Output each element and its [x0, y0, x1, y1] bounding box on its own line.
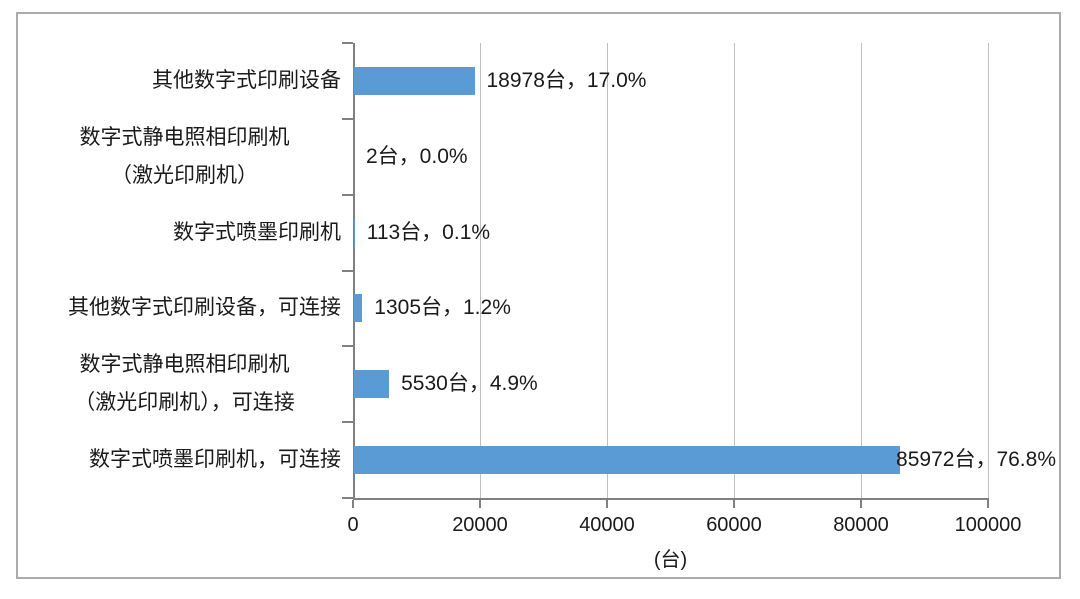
x-tick-label: 100000 — [954, 514, 1022, 536]
bar — [354, 446, 900, 475]
category-label: 其他数字式印刷设备 — [152, 68, 341, 92]
x-tick-label: 60000 — [706, 514, 762, 536]
y-axis-tick — [342, 118, 353, 120]
x-tick-label: 80000 — [833, 514, 889, 536]
category-label: 数字式静电照相印刷机 （激光印刷机），可连接 — [74, 353, 295, 415]
category-label: 数字式喷墨印刷机，可连接 — [89, 448, 341, 472]
data-label: 2台，0.0% — [366, 144, 468, 168]
data-label: 5530台，4.9% — [401, 372, 538, 396]
bar — [354, 370, 390, 399]
gridline-100000 — [987, 43, 989, 498]
x-axis-tick — [606, 500, 608, 508]
y-axis-tick — [342, 194, 353, 196]
x-axis-title: (台) — [653, 549, 688, 571]
gridline-60000 — [733, 43, 735, 498]
y-axis-tick — [342, 497, 353, 499]
x-axis-tick — [479, 500, 481, 508]
y-axis-line — [353, 43, 355, 499]
x-axis-tick — [352, 500, 354, 508]
y-axis-tick — [342, 421, 353, 423]
x-tick-label: 20000 — [452, 514, 508, 536]
category-label: 数字式喷墨印刷机 — [173, 220, 341, 244]
x-axis-tick — [733, 500, 735, 508]
gridline-80000 — [860, 43, 862, 498]
x-axis-line — [353, 498, 989, 500]
x-axis-tick — [987, 500, 989, 508]
category-label: 其他数字式印刷设备，可连接 — [68, 296, 341, 320]
data-label: 85972台，76.8% — [896, 448, 1056, 472]
x-tick-label: 40000 — [579, 514, 635, 536]
data-label: 1305台，1.2% — [374, 296, 511, 320]
category-label: 数字式静电照相印刷机 （激光印刷机） — [79, 125, 290, 187]
category-axis-labels: 其他数字式印刷设备数字式静电照相印刷机 （激光印刷机） 数字式喷墨印刷机其他数字式印… — [28, 43, 341, 498]
data-label: 18978台，17.0% — [486, 68, 647, 92]
y-axis-tick — [342, 345, 353, 347]
data-label: 113台，0.1% — [366, 220, 491, 244]
y-axis-tick — [342, 42, 353, 44]
gridline-40000 — [606, 43, 608, 498]
x-axis-tick — [860, 500, 862, 508]
bar — [354, 294, 363, 323]
plot-area: 18978台，17.0% 2台，0.0% 113台，0.1% 1305台，1.2% 55… — [342, 42, 1056, 508]
bar — [354, 218, 355, 247]
bar — [354, 66, 475, 95]
y-axis-tick — [342, 270, 353, 272]
chart-frame — [16, 12, 1061, 579]
x-tick-label: 0 — [347, 514, 359, 536]
gridline-20000 — [479, 43, 481, 498]
